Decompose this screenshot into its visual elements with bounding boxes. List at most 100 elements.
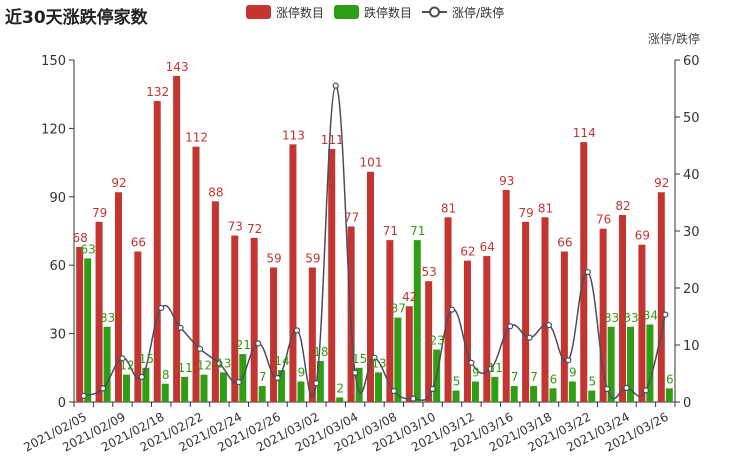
- bar-limit-up: [405, 306, 413, 402]
- bar-limit-up: [367, 171, 374, 402]
- data-label-limit-up: 62: [460, 245, 475, 259]
- data-label-limit-up: 79: [518, 206, 533, 220]
- bar-limit-down: [646, 324, 654, 402]
- bar-limit-up: [522, 221, 530, 402]
- bar-limit-up: [580, 142, 588, 402]
- point-ratio: [293, 327, 301, 334]
- legend-label-ratio: 涨停/跌停: [452, 5, 505, 20]
- point-ratio: [352, 369, 359, 376]
- y-right-tick-label: 0: [683, 396, 691, 411]
- data-label-limit-up: 132: [146, 85, 169, 99]
- bar-limit-up: [328, 148, 336, 402]
- bar-limit-down: [491, 376, 499, 402]
- point-ratio: [507, 323, 514, 330]
- bar-limit-down: [122, 374, 130, 402]
- y-left-tick-label: 90: [49, 191, 66, 206]
- point-ratio: [584, 268, 591, 276]
- y-right-tick-label: 10: [683, 339, 700, 354]
- bar-limit-up: [425, 281, 433, 402]
- bar-limit-down: [452, 390, 460, 402]
- data-label-limit-down: 5: [453, 375, 461, 389]
- data-label-limit-down: 9: [298, 365, 306, 379]
- y-left-tick-label: 150: [41, 54, 66, 69]
- bar-limit-up: [502, 189, 510, 402]
- bar-limit-down: [627, 326, 635, 402]
- point-ratio: [99, 385, 107, 392]
- data-label-limit-down: 7: [259, 370, 267, 384]
- bar-limit-up: [289, 144, 297, 403]
- bar-limit-down: [607, 326, 615, 402]
- bar-limit-down: [394, 317, 402, 402]
- bar-limit-down: [530, 386, 538, 402]
- data-label-limit-down: 6: [550, 372, 558, 386]
- point-ratio: [604, 385, 611, 392]
- data-label-limit-down: 13: [216, 356, 231, 370]
- bar-limit-down: [336, 397, 344, 402]
- data-label-limit-up: 81: [441, 201, 456, 215]
- chart-title: 近30天涨跌停家数: [5, 8, 148, 28]
- y-right-tick-label: 30: [683, 225, 700, 240]
- point-ratio: [526, 334, 533, 341]
- y-left-tick-label: 120: [41, 122, 66, 137]
- data-label-limit-down: 71: [410, 224, 425, 238]
- data-label-limit-up: 82: [615, 199, 630, 213]
- point-ratio: [274, 374, 281, 382]
- data-label-limit-up: 92: [654, 176, 669, 190]
- bar-limit-down: [549, 388, 557, 402]
- bar-limit-up: [444, 217, 452, 402]
- bar-limit-up: [308, 267, 316, 402]
- data-label-limit-down: 33: [623, 311, 638, 325]
- data-label-limit-up: 72: [247, 222, 262, 236]
- bar-limit-down: [219, 372, 227, 402]
- data-label-limit-down: 5: [588, 375, 596, 389]
- bar-limit-up: [134, 251, 142, 402]
- data-label-limit-down: 33: [604, 311, 619, 325]
- y-right-tick-label: 60: [683, 54, 700, 69]
- bar-limit-up: [76, 246, 84, 402]
- data-label-limit-down: 63: [81, 242, 96, 256]
- point-ratio: [371, 354, 378, 361]
- point-ratio: [642, 387, 650, 394]
- bar-limit-down: [258, 386, 266, 402]
- point-ratio: [138, 373, 145, 381]
- data-label-limit-down: 11: [177, 361, 192, 375]
- bar-limit-up: [560, 251, 568, 402]
- bar-limit-up: [541, 217, 549, 402]
- bar-limit-down: [142, 367, 150, 402]
- data-label-limit-down: 15: [139, 352, 154, 366]
- point-ratio: [255, 340, 262, 347]
- data-label-limit-down: 12: [197, 359, 212, 373]
- data-label-limit-down: 18: [313, 345, 328, 359]
- data-label-limit-down: 33: [100, 311, 115, 325]
- bar-limit-up: [114, 192, 122, 402]
- data-label-limit-up: 143: [166, 60, 189, 74]
- data-label-limit-up: 92: [111, 176, 126, 190]
- bar-limit-up: [638, 244, 646, 402]
- legend-item-limit-up[interactable]: 涨停数目: [246, 4, 324, 21]
- legend-swatch-limit-down: [334, 5, 360, 19]
- point-ratio: [410, 395, 417, 402]
- bar-limit-up: [657, 192, 665, 402]
- bar-limit-up: [483, 256, 491, 402]
- data-label-limit-up: 42: [402, 290, 417, 304]
- bar-limit-up: [192, 146, 200, 402]
- bar-limit-up: [153, 101, 161, 402]
- legend-item-ratio[interactable]: 涨停/跌停: [422, 4, 504, 21]
- bar-limit-down: [297, 381, 305, 402]
- point-ratio: [565, 357, 572, 364]
- bar-limit-down: [471, 381, 479, 402]
- legend-item-limit-down[interactable]: 跌停数目: [334, 4, 412, 21]
- data-label-limit-down: 11: [488, 361, 503, 375]
- y-right-tick-label: 40: [683, 168, 700, 183]
- point-ratio: [623, 384, 630, 391]
- bar-limit-up: [95, 221, 103, 402]
- point-ratio: [448, 306, 456, 313]
- data-label-limit-up: 53: [422, 265, 437, 279]
- data-label-limit-down: 13: [371, 356, 386, 370]
- data-label-limit-up: 77: [344, 210, 359, 224]
- data-label-limit-down: 23: [430, 334, 445, 348]
- bar-limit-up: [386, 240, 394, 402]
- data-label-limit-down: 6: [666, 372, 674, 386]
